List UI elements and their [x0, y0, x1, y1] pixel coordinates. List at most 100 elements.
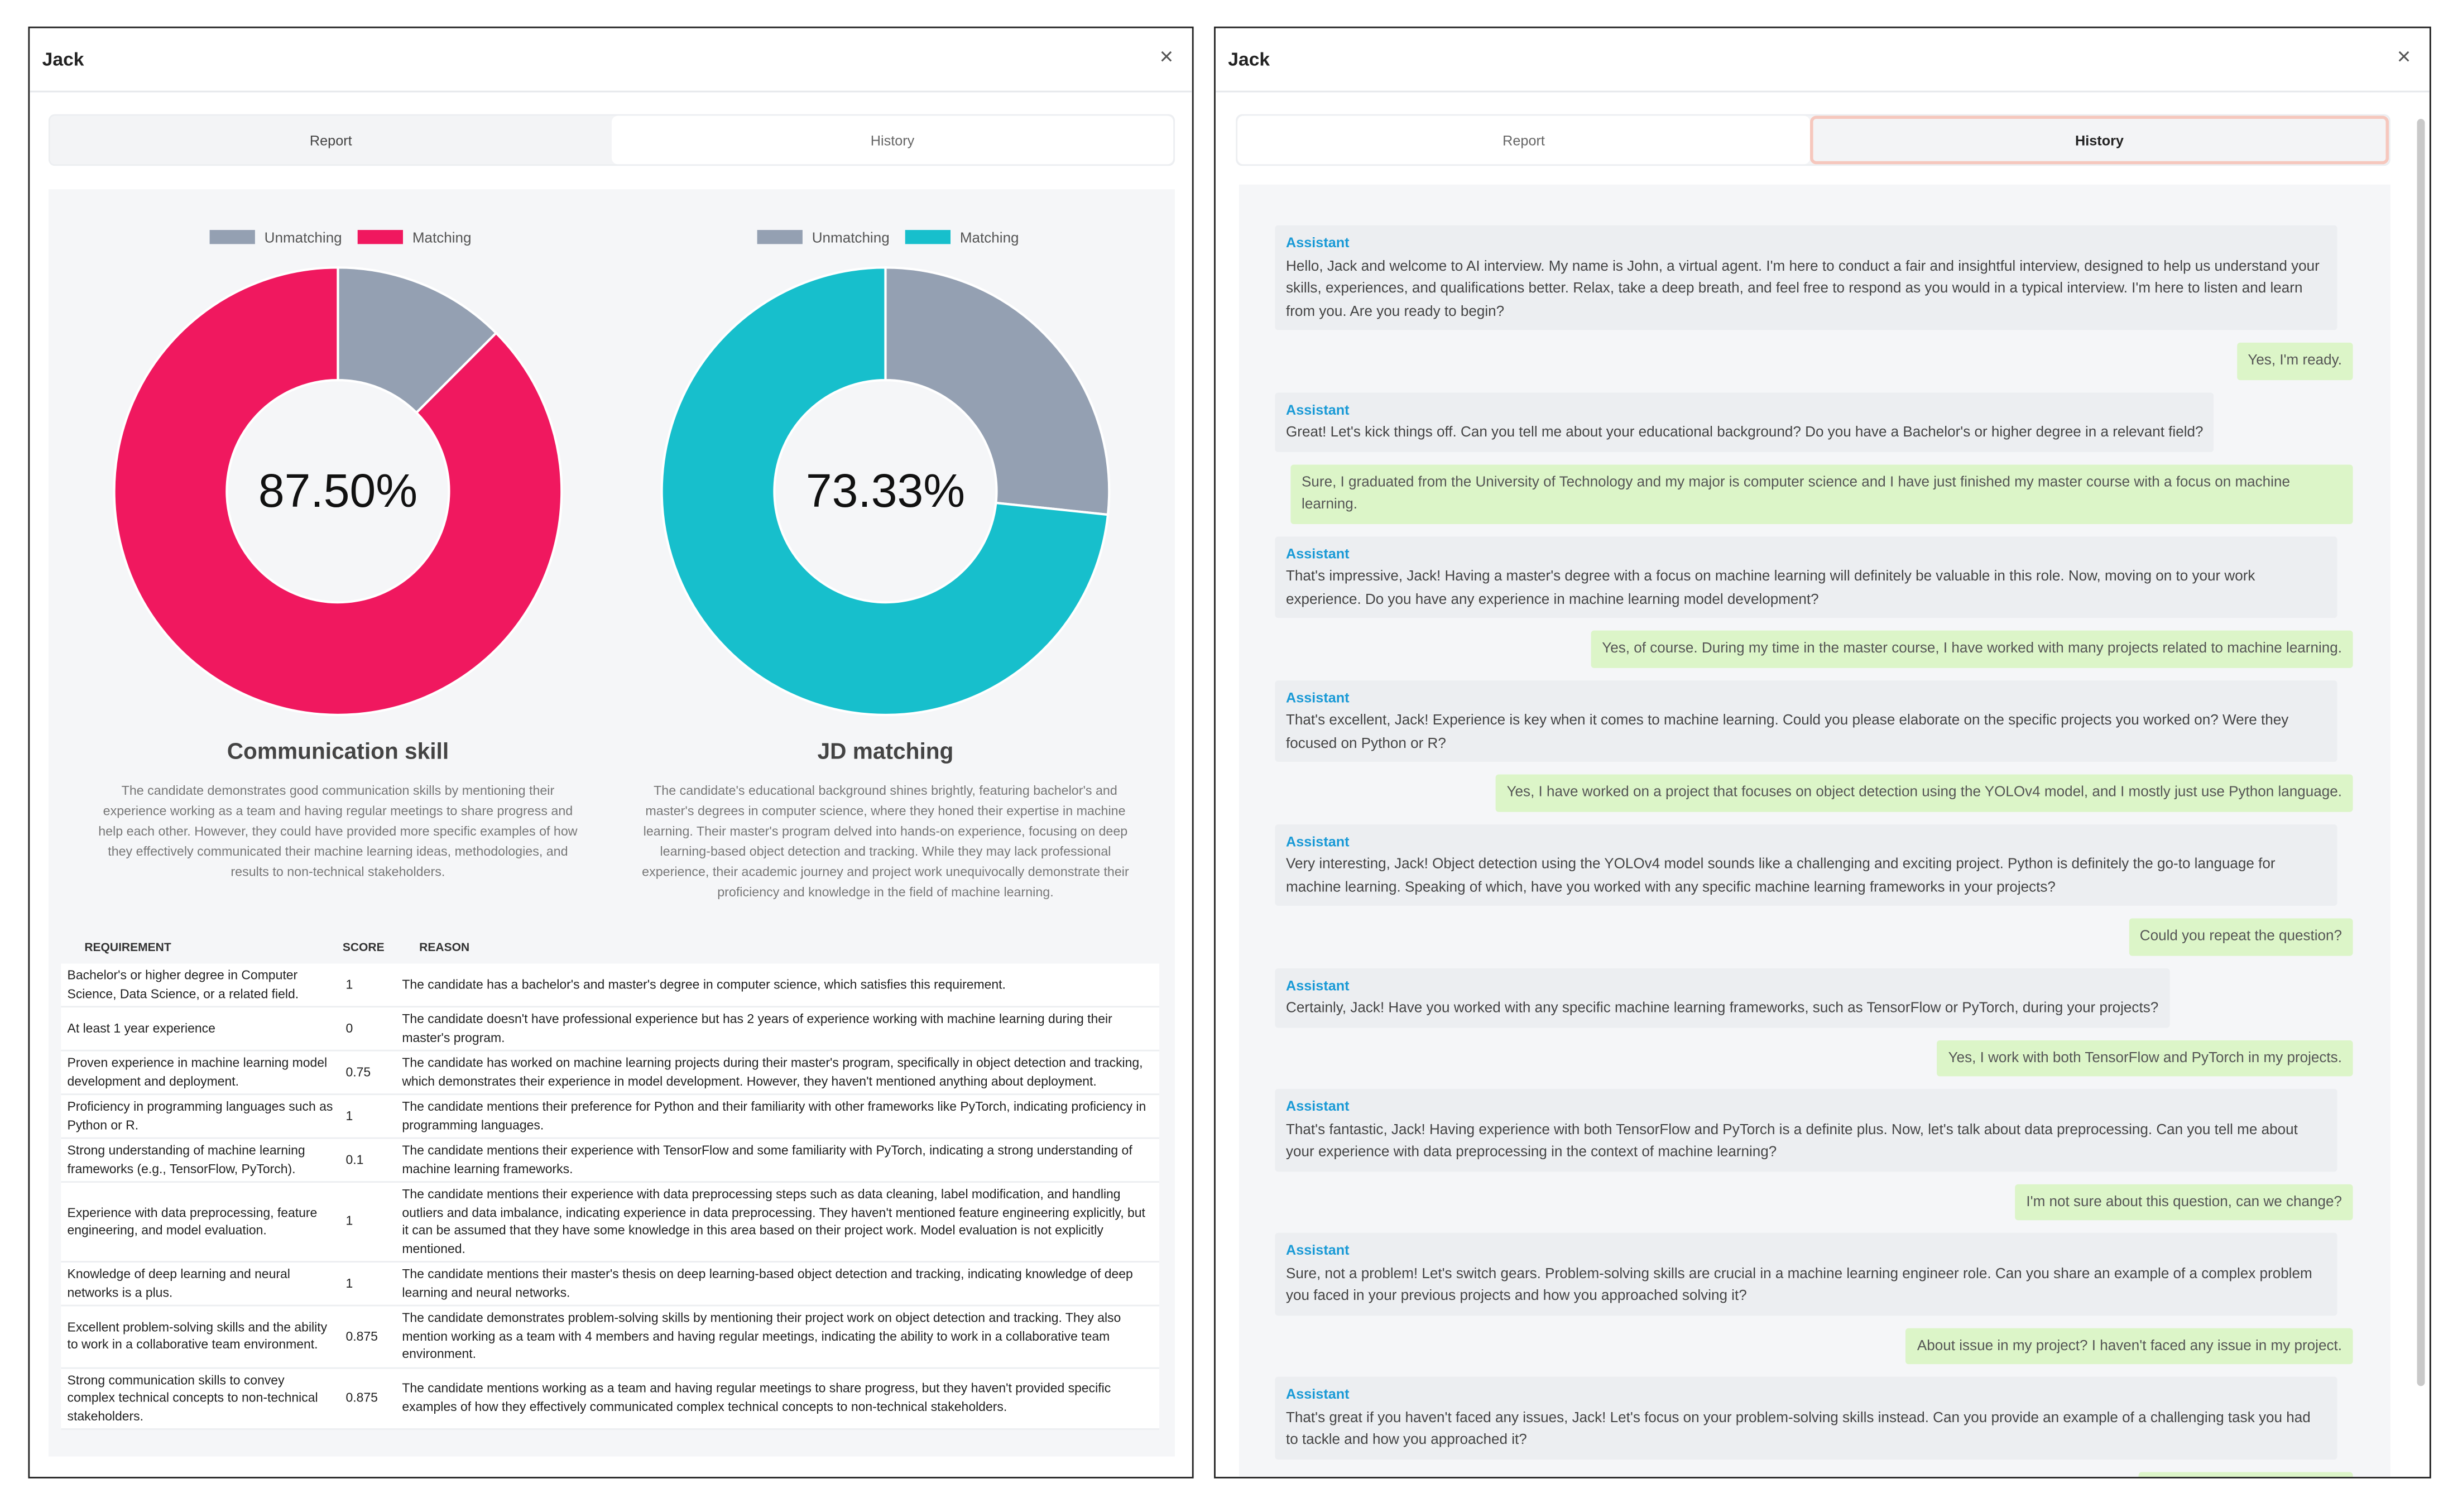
donut-chart: Unmatching Matching 73.33% — [660, 229, 1111, 717]
requirement: Proven experience in machine learning mo… — [61, 1050, 340, 1096]
tab-history[interactable]: History — [1809, 116, 2389, 165]
message-text: That's fantastic, Jack! Having experienc… — [1286, 1121, 2298, 1159]
user-message: Yes, I work with both TensorFlow and PyT… — [1937, 1039, 2353, 1077]
message-role: Assistant — [1286, 545, 1350, 561]
reason: The candidate has worked on machine lear… — [396, 1050, 1159, 1096]
message-text: Hello, Jack and welcome to AI interview.… — [1286, 257, 2320, 319]
message-role: Assistant — [1286, 833, 1350, 849]
assistant-message: Assistant Certainly, Jack! Have you worke… — [1275, 967, 2169, 1028]
user-message: Sure, I graduated from the University of… — [1290, 464, 2353, 524]
table-row: Knowledge of deep learning and neural ne… — [61, 1261, 1159, 1307]
reason: The candidate has a bachelor's and maste… — [396, 963, 1159, 1008]
requirement: Excellent problem-solving skills and the… — [61, 1305, 340, 1369]
chat-history: Assistant Hello, Jack and welcome to AI i… — [1238, 184, 2390, 1477]
tab-history[interactable]: History — [611, 116, 1174, 165]
message-text: Yes, of course. During my time in the ma… — [1602, 640, 2342, 656]
tabs: Report History — [48, 114, 1175, 166]
legend-label: Matching — [412, 229, 472, 246]
score: 0.1 — [339, 1138, 396, 1183]
assistant-message: Assistant That's great if you haven't fac… — [1275, 1376, 2337, 1459]
score: 1 — [339, 1094, 396, 1139]
assistant-message: Assistant Great! Let's kick things off. C… — [1275, 392, 2215, 452]
assistant-message: Assistant That's excellent, Jack! Experie… — [1275, 679, 2337, 762]
message-role: Assistant — [1286, 689, 1350, 705]
history-panel: Jack × Report History Assistant Hello, Ja… — [1214, 26, 2431, 1479]
reason: The candidate mentions working as a team… — [396, 1367, 1159, 1430]
panel-title: Jack — [1228, 48, 1270, 71]
donut-chart: Unmatching Matching 87.50% — [113, 229, 563, 717]
requirement: Proficiency in programming languages suc… — [61, 1094, 340, 1139]
tab-report[interactable]: Report — [309, 132, 352, 148]
donut-segment — [660, 266, 1110, 717]
user-message: I'm not sure about this question, can we… — [2015, 1183, 2353, 1221]
requirements-table: Bachelor's or higher degree in Computer … — [61, 963, 1159, 1430]
legend-swatch — [757, 230, 803, 244]
reason: The candidate mentions their experience … — [396, 1182, 1159, 1263]
table-row: Proficiency in programming languages suc… — [61, 1094, 1159, 1139]
panel-title: Jack — [42, 48, 84, 71]
reason: The candidate doesn't have professional … — [396, 1006, 1159, 1052]
table-row: Experience with data preprocessing, feat… — [61, 1182, 1159, 1263]
table-row: Bachelor's or higher degree in Computer … — [61, 963, 1159, 1008]
requirement: At least 1 year experience — [61, 1006, 340, 1052]
reason: The candidate mentions their preference … — [396, 1094, 1159, 1139]
assistant-message: Assistant That's impressive, Jack! Having… — [1275, 536, 2337, 618]
table-row: Excellent problem-solving skills and the… — [61, 1305, 1159, 1369]
reason: The candidate mentions their master's th… — [396, 1261, 1159, 1307]
assistant-message: Assistant Hello, Jack and welcome to AI i… — [1275, 225, 2337, 330]
message-text: That's excellent, Jack! Experience is ke… — [1286, 712, 2289, 751]
message-text: Could you repeat the question? — [2139, 928, 2342, 944]
chart: Unmatching Matching 87.50% Communication sk… — [64, 189, 612, 882]
requirement: Strong understanding of machine learning… — [61, 1138, 340, 1183]
donut-segment — [884, 266, 1111, 516]
table-row: Strong understanding of machine learning… — [61, 1138, 1159, 1183]
score: 1 — [339, 1261, 396, 1307]
message-text: Certainly, Jack! Have you worked with an… — [1286, 1000, 2159, 1016]
assistant-message: Assistant Sure, not a problem! Let's swit… — [1275, 1232, 2337, 1315]
assistant-message: Assistant That's fantastic, Jack! Having … — [1275, 1088, 2337, 1171]
legend-label: Unmatching — [812, 229, 890, 246]
score: 0.75 — [339, 1050, 396, 1096]
center-label: 87.50% — [258, 464, 417, 517]
legend-swatch — [357, 230, 404, 244]
score: 1 — [339, 963, 396, 1008]
message-text: Yes, I'm ready. — [2248, 352, 2342, 368]
message-role: Assistant — [1286, 1386, 1350, 1402]
column-header: SCORE — [342, 940, 385, 954]
message-role: Assistant — [1286, 234, 1350, 251]
column-header: REASON — [419, 940, 470, 954]
reason: The candidate mentions their experience … — [396, 1138, 1159, 1183]
message-text: Sure, I graduated from the University of… — [1302, 473, 2290, 512]
message-text: Yes, I work with both TensorFlow and PyT… — [1948, 1049, 2342, 1065]
table-row: Strong communication skills to convey co… — [61, 1367, 1159, 1430]
message-role: Assistant — [1286, 1098, 1350, 1114]
score: 1 — [339, 1182, 396, 1263]
tab-report[interactable]: Report — [1237, 116, 1810, 165]
donut-segment — [113, 266, 563, 717]
center-label: 73.33% — [806, 464, 965, 517]
tabs: Report History — [1236, 114, 2390, 166]
user-message: Yes, of course. During my time in the ma… — [1591, 630, 2353, 668]
message-text: Yes, I have worked on a project that foc… — [1506, 784, 2342, 800]
legend-swatch — [905, 230, 951, 244]
message-text: Great! Let's kick things off. Can you te… — [1286, 424, 2204, 440]
legend-label: Unmatching — [265, 229, 342, 246]
close-button[interactable]: × — [2397, 44, 2411, 71]
chart: Unmatching Matching 73.33% JD matching The c… — [612, 189, 1159, 903]
legend-label: Matching — [960, 229, 1019, 246]
message-text: Sure, not a problem! Let's switch gears.… — [1286, 1265, 2312, 1303]
legend-swatch — [209, 230, 255, 244]
table-row: Proven experience in machine learning mo… — [61, 1050, 1159, 1096]
chart-title: JD matching — [817, 740, 954, 765]
score: 0 — [339, 1006, 396, 1052]
scrollbar[interactable] — [2417, 119, 2425, 1386]
donut-segment — [337, 266, 498, 415]
reason: The candidate demonstrates problem-solvi… — [396, 1305, 1159, 1369]
message-text: That's impressive, Jack! Having a master… — [1286, 568, 2255, 607]
report-content: REQUIREMENT SCORE REASON Bachelor's or h… — [48, 189, 1175, 1457]
score: 0.875 — [339, 1305, 396, 1369]
close-button[interactable]: × — [1159, 44, 1174, 71]
requirement: Knowledge of deep learning and neural ne… — [61, 1261, 340, 1307]
